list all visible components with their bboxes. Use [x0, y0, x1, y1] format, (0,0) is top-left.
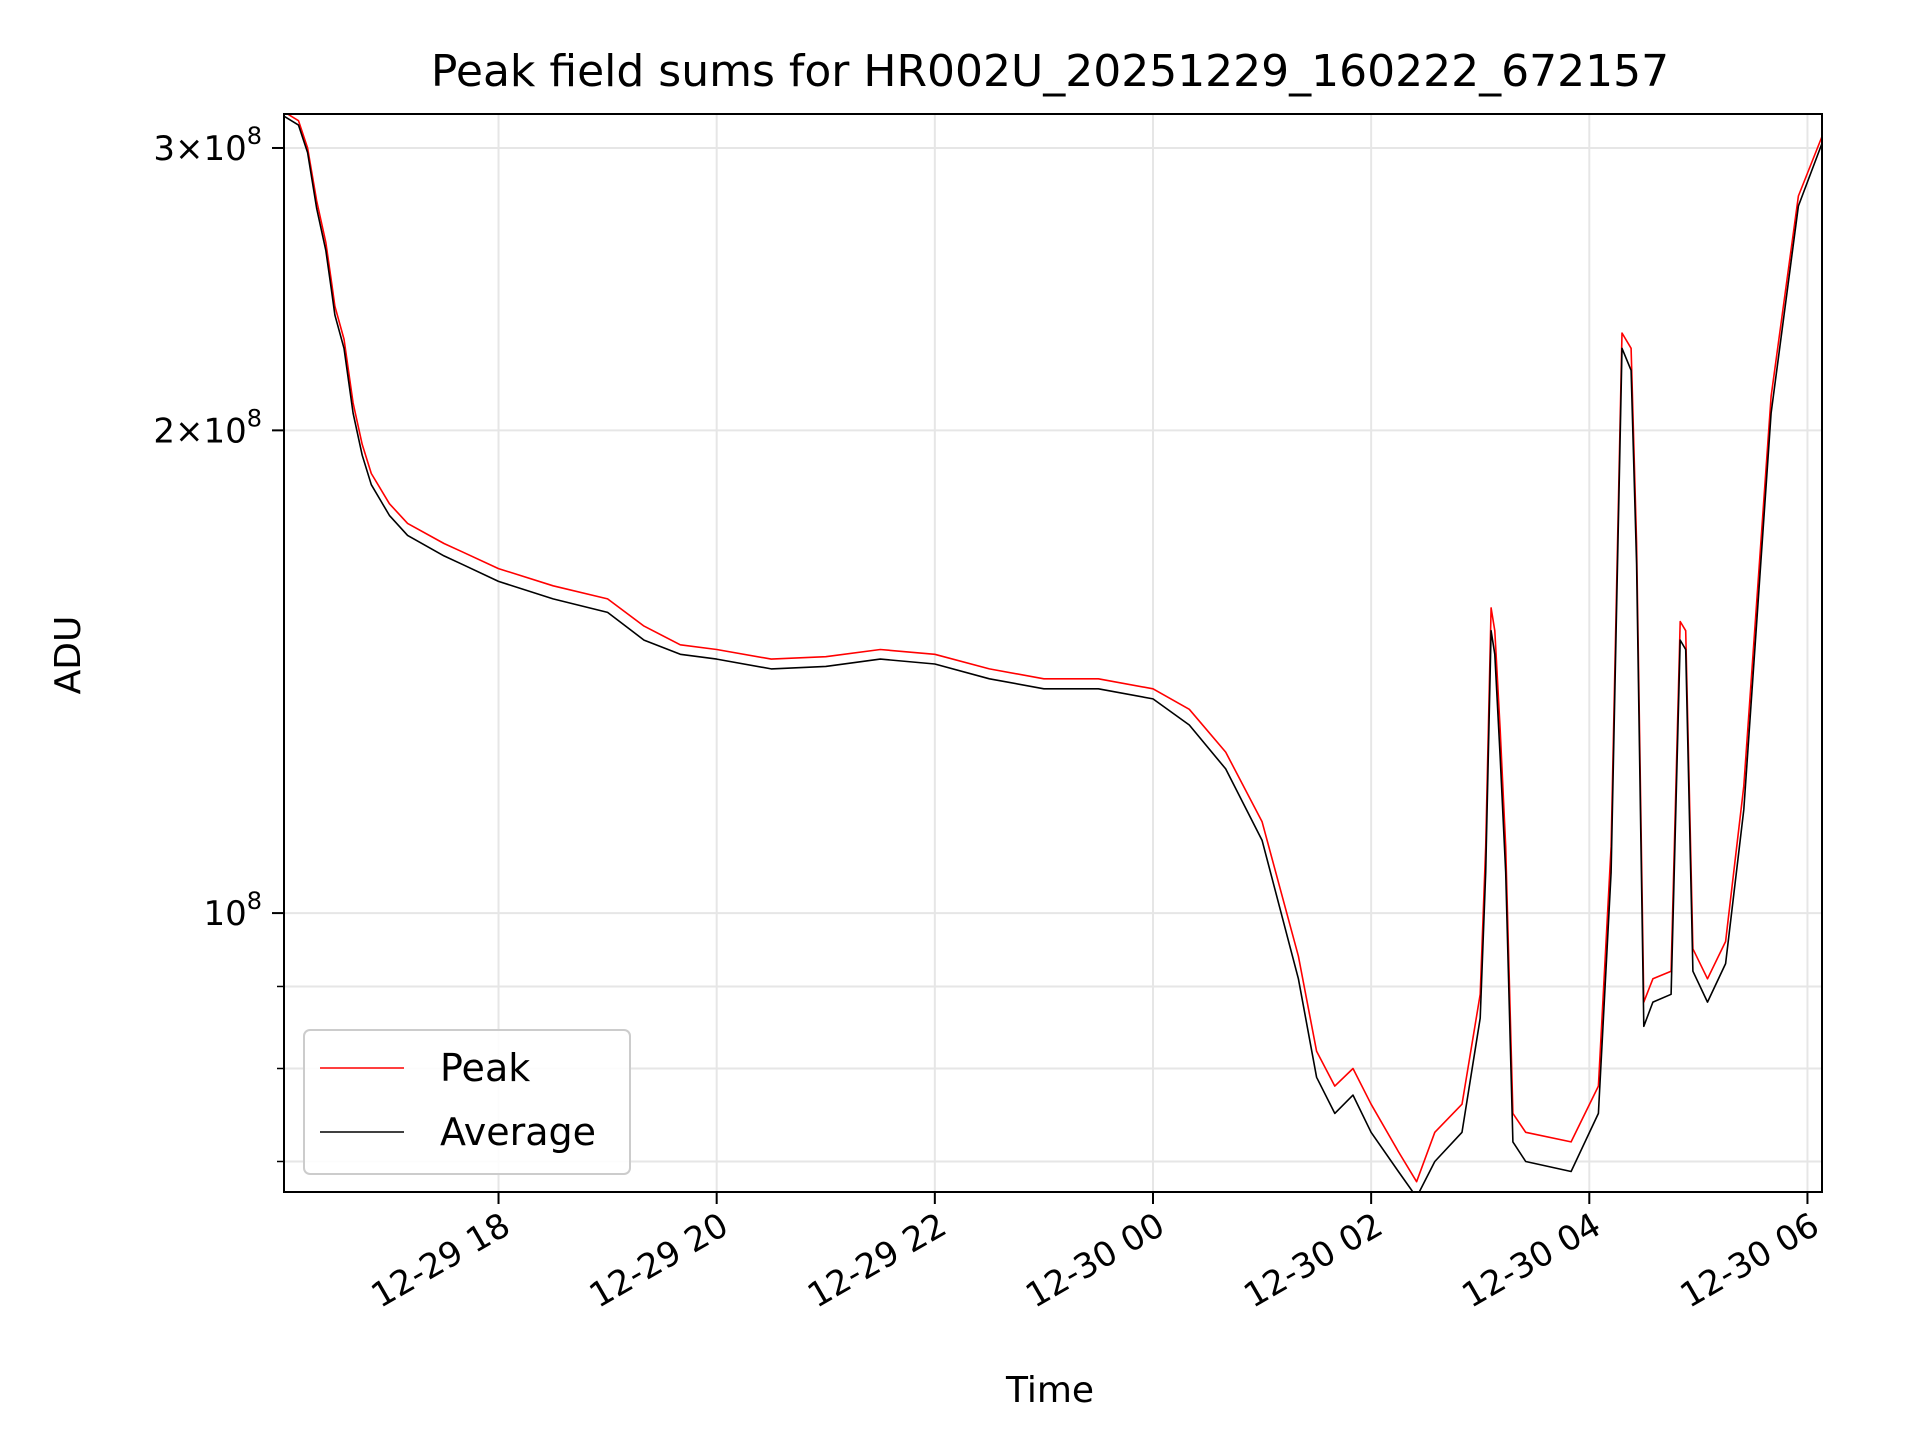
x-axis-label: Time	[1005, 1370, 1094, 1411]
y-tick-label: 2×108	[153, 404, 262, 451]
legend-label-peak: Peak	[440, 1046, 530, 1090]
y-tick-label: 3×108	[153, 122, 262, 169]
series-line-average	[284, 115, 1822, 1192]
chart-title: Peak field sums for HR002U_20251229_1602…	[431, 46, 1669, 97]
legend-box	[303, 1029, 631, 1175]
legend-label-average: Average	[440, 1110, 596, 1154]
y-axis: 108 2×108 3×108	[153, 122, 284, 1163]
y-axis-label: ADU	[48, 616, 89, 695]
legend: Peak Average	[303, 1029, 631, 1175]
plot-frame	[283, 113, 1823, 1193]
y-tick-label: 108	[203, 887, 262, 934]
series-layer	[284, 114, 1822, 1192]
